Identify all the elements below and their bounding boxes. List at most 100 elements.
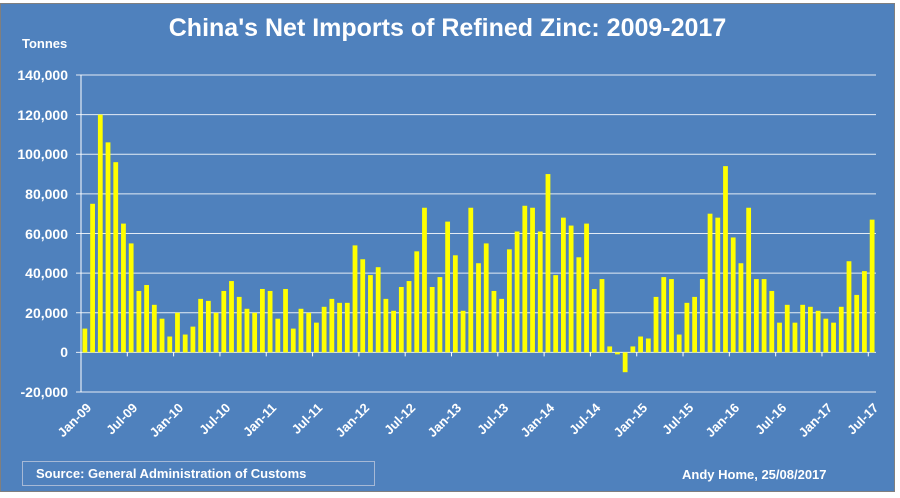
bar (452, 255, 458, 353)
bar (136, 290, 142, 353)
bar (506, 249, 512, 353)
bar (769, 290, 775, 353)
bar (599, 279, 605, 353)
bar (854, 294, 860, 353)
bar (838, 306, 844, 353)
bar (746, 207, 752, 353)
bar (198, 298, 204, 353)
bar (761, 279, 767, 353)
bar (113, 162, 119, 353)
bar (429, 286, 435, 353)
bar (530, 207, 535, 353)
bar (82, 328, 88, 353)
bar (491, 290, 497, 353)
y-axis-unit-label: Tonnes (22, 36, 68, 51)
bar (252, 312, 258, 353)
bar (715, 217, 721, 353)
y-tick-label: 80,000 (25, 185, 68, 202)
bar (622, 352, 628, 373)
author-credit: Andy Home, 25/08/2017 (682, 467, 827, 482)
bar (221, 290, 227, 353)
y-tick-label: 20,000 (25, 304, 68, 321)
bar (213, 312, 219, 353)
y-tick-label: 140,000 (17, 67, 68, 83)
bar (445, 221, 451, 353)
bar (792, 322, 798, 353)
y-tick-label: 40,000 (25, 265, 68, 282)
bar (290, 328, 296, 353)
bar (159, 318, 165, 353)
bar (823, 318, 829, 353)
y-tick-label: -20,000 (20, 384, 68, 400)
bar (406, 281, 412, 353)
bar (205, 300, 211, 353)
bar (468, 207, 474, 353)
bar (723, 166, 728, 353)
bar (730, 237, 736, 353)
bar (831, 322, 836, 353)
bar (476, 263, 481, 353)
bar (283, 288, 288, 353)
bar (846, 261, 852, 353)
bar (375, 267, 381, 353)
bar (568, 225, 574, 353)
bar (607, 346, 613, 353)
bar (352, 245, 358, 353)
bar (615, 352, 620, 355)
bar (862, 271, 867, 353)
chart-title: China's Net Imports of Refined Zinc: 200… (168, 14, 727, 42)
bar (645, 338, 651, 353)
bar (514, 231, 520, 353)
bar (128, 243, 134, 353)
bar (298, 308, 304, 353)
y-tick-label: 120,000 (17, 106, 68, 123)
bar (267, 290, 273, 353)
y-tick-label: 60,000 (25, 225, 68, 242)
bar (182, 334, 188, 353)
bar (669, 279, 674, 353)
y-tick-label: 100,000 (17, 146, 68, 163)
bar (561, 217, 566, 353)
bar (121, 223, 126, 353)
bar (437, 277, 443, 353)
bar (144, 285, 149, 353)
bar (815, 310, 821, 353)
bar (244, 308, 250, 353)
bar (869, 219, 875, 353)
bar (777, 322, 782, 353)
bar (676, 334, 682, 353)
bar (90, 203, 95, 353)
bar (391, 310, 396, 353)
bar (360, 259, 366, 353)
y-tick-label: 0 (60, 344, 68, 361)
bar (800, 304, 806, 353)
bar (344, 302, 350, 353)
bar (422, 207, 427, 353)
bar (105, 142, 111, 353)
bar (229, 281, 234, 353)
bar (784, 304, 790, 353)
bar (653, 296, 659, 353)
bar (460, 310, 466, 353)
bar (314, 322, 319, 353)
bar (584, 223, 589, 353)
bar (97, 114, 103, 353)
bar (692, 296, 698, 353)
bar (591, 288, 597, 353)
bar (329, 298, 335, 353)
bar (167, 336, 173, 353)
bar (638, 336, 643, 353)
bar (414, 251, 420, 353)
bar (738, 263, 744, 353)
bar (398, 286, 404, 353)
bar (753, 279, 759, 353)
bar (175, 312, 180, 353)
bar (275, 318, 281, 353)
bar (321, 306, 327, 353)
bar (190, 326, 196, 353)
bar (630, 346, 636, 353)
bar (699, 279, 705, 353)
bar (537, 231, 543, 353)
bar (707, 213, 713, 353)
